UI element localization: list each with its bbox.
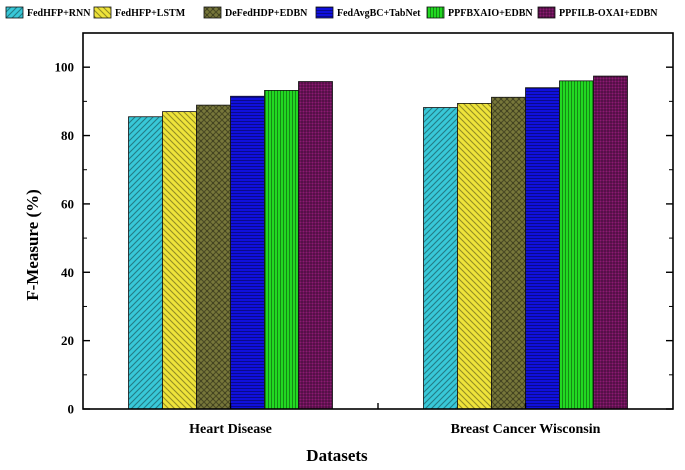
bar-fedhfp-rnn-1 — [423, 107, 458, 410]
y-tick-label: 80 — [61, 128, 74, 143]
legend-label: PPFILB-OXAI+EDBN — [559, 8, 658, 19]
bar-ppfilb-oxai-edbn-0 — [298, 81, 333, 410]
legend-swatch — [93, 6, 112, 19]
bar-fedavgbc-tabnet-1 — [525, 87, 560, 410]
bar-defedhdp-edbn-0 — [196, 104, 231, 410]
bar-fedavgbc-tabnet-0 — [230, 95, 265, 410]
legend-swatch — [537, 6, 556, 19]
bar-fedhfp-lstm-0 — [162, 111, 197, 410]
bar-ppfilb-oxai-edbn-1 — [593, 75, 628, 410]
bar-fedhfp-lstm-1 — [457, 103, 492, 410]
y-tick-label: 40 — [61, 265, 74, 280]
legend-label: FedHFP+LSTM — [115, 8, 186, 19]
x-tick-label: Heart Disease — [189, 422, 272, 437]
legend-label: PPFBXAIO+EDBN — [448, 8, 533, 19]
x-tick-label: Breast Cancer Wisconsin — [451, 422, 601, 437]
y-tick-label: 60 — [61, 196, 74, 211]
legend-swatch — [426, 6, 445, 19]
bars-group — [128, 75, 628, 410]
legend-swatch — [315, 6, 334, 19]
legend: FedHFP+RNN FedHFP+LSTM DeFedHDP+EDBN FedAvg… — [5, 6, 658, 19]
y-tick-label: 20 — [61, 333, 74, 348]
bar-ppfbxaio-edbn-1 — [559, 80, 594, 410]
bar-fedhfp-rnn-0 — [128, 116, 163, 410]
legend-label: DeFedHDP+EDBN — [225, 8, 308, 19]
axes-group: 0 20 40 60 80 100 Heart Disease Breast Cancer W… — [55, 32, 674, 437]
legend-label: FedAvgBC+TabNet — [337, 8, 421, 19]
legend-label: FedHFP+RNN — [27, 8, 91, 19]
y-tick-label: 100 — [55, 60, 75, 75]
y-tick-label: 0 — [68, 402, 75, 417]
bar-defedhdp-edbn-1 — [491, 96, 526, 410]
legend-swatch — [5, 6, 24, 19]
legend-swatch — [203, 6, 222, 19]
bar-ppfbxaio-edbn-0 — [264, 90, 299, 410]
y-axis-title: F-Measure (%) — [23, 189, 42, 301]
x-axis-title: Datasets — [306, 446, 368, 465]
